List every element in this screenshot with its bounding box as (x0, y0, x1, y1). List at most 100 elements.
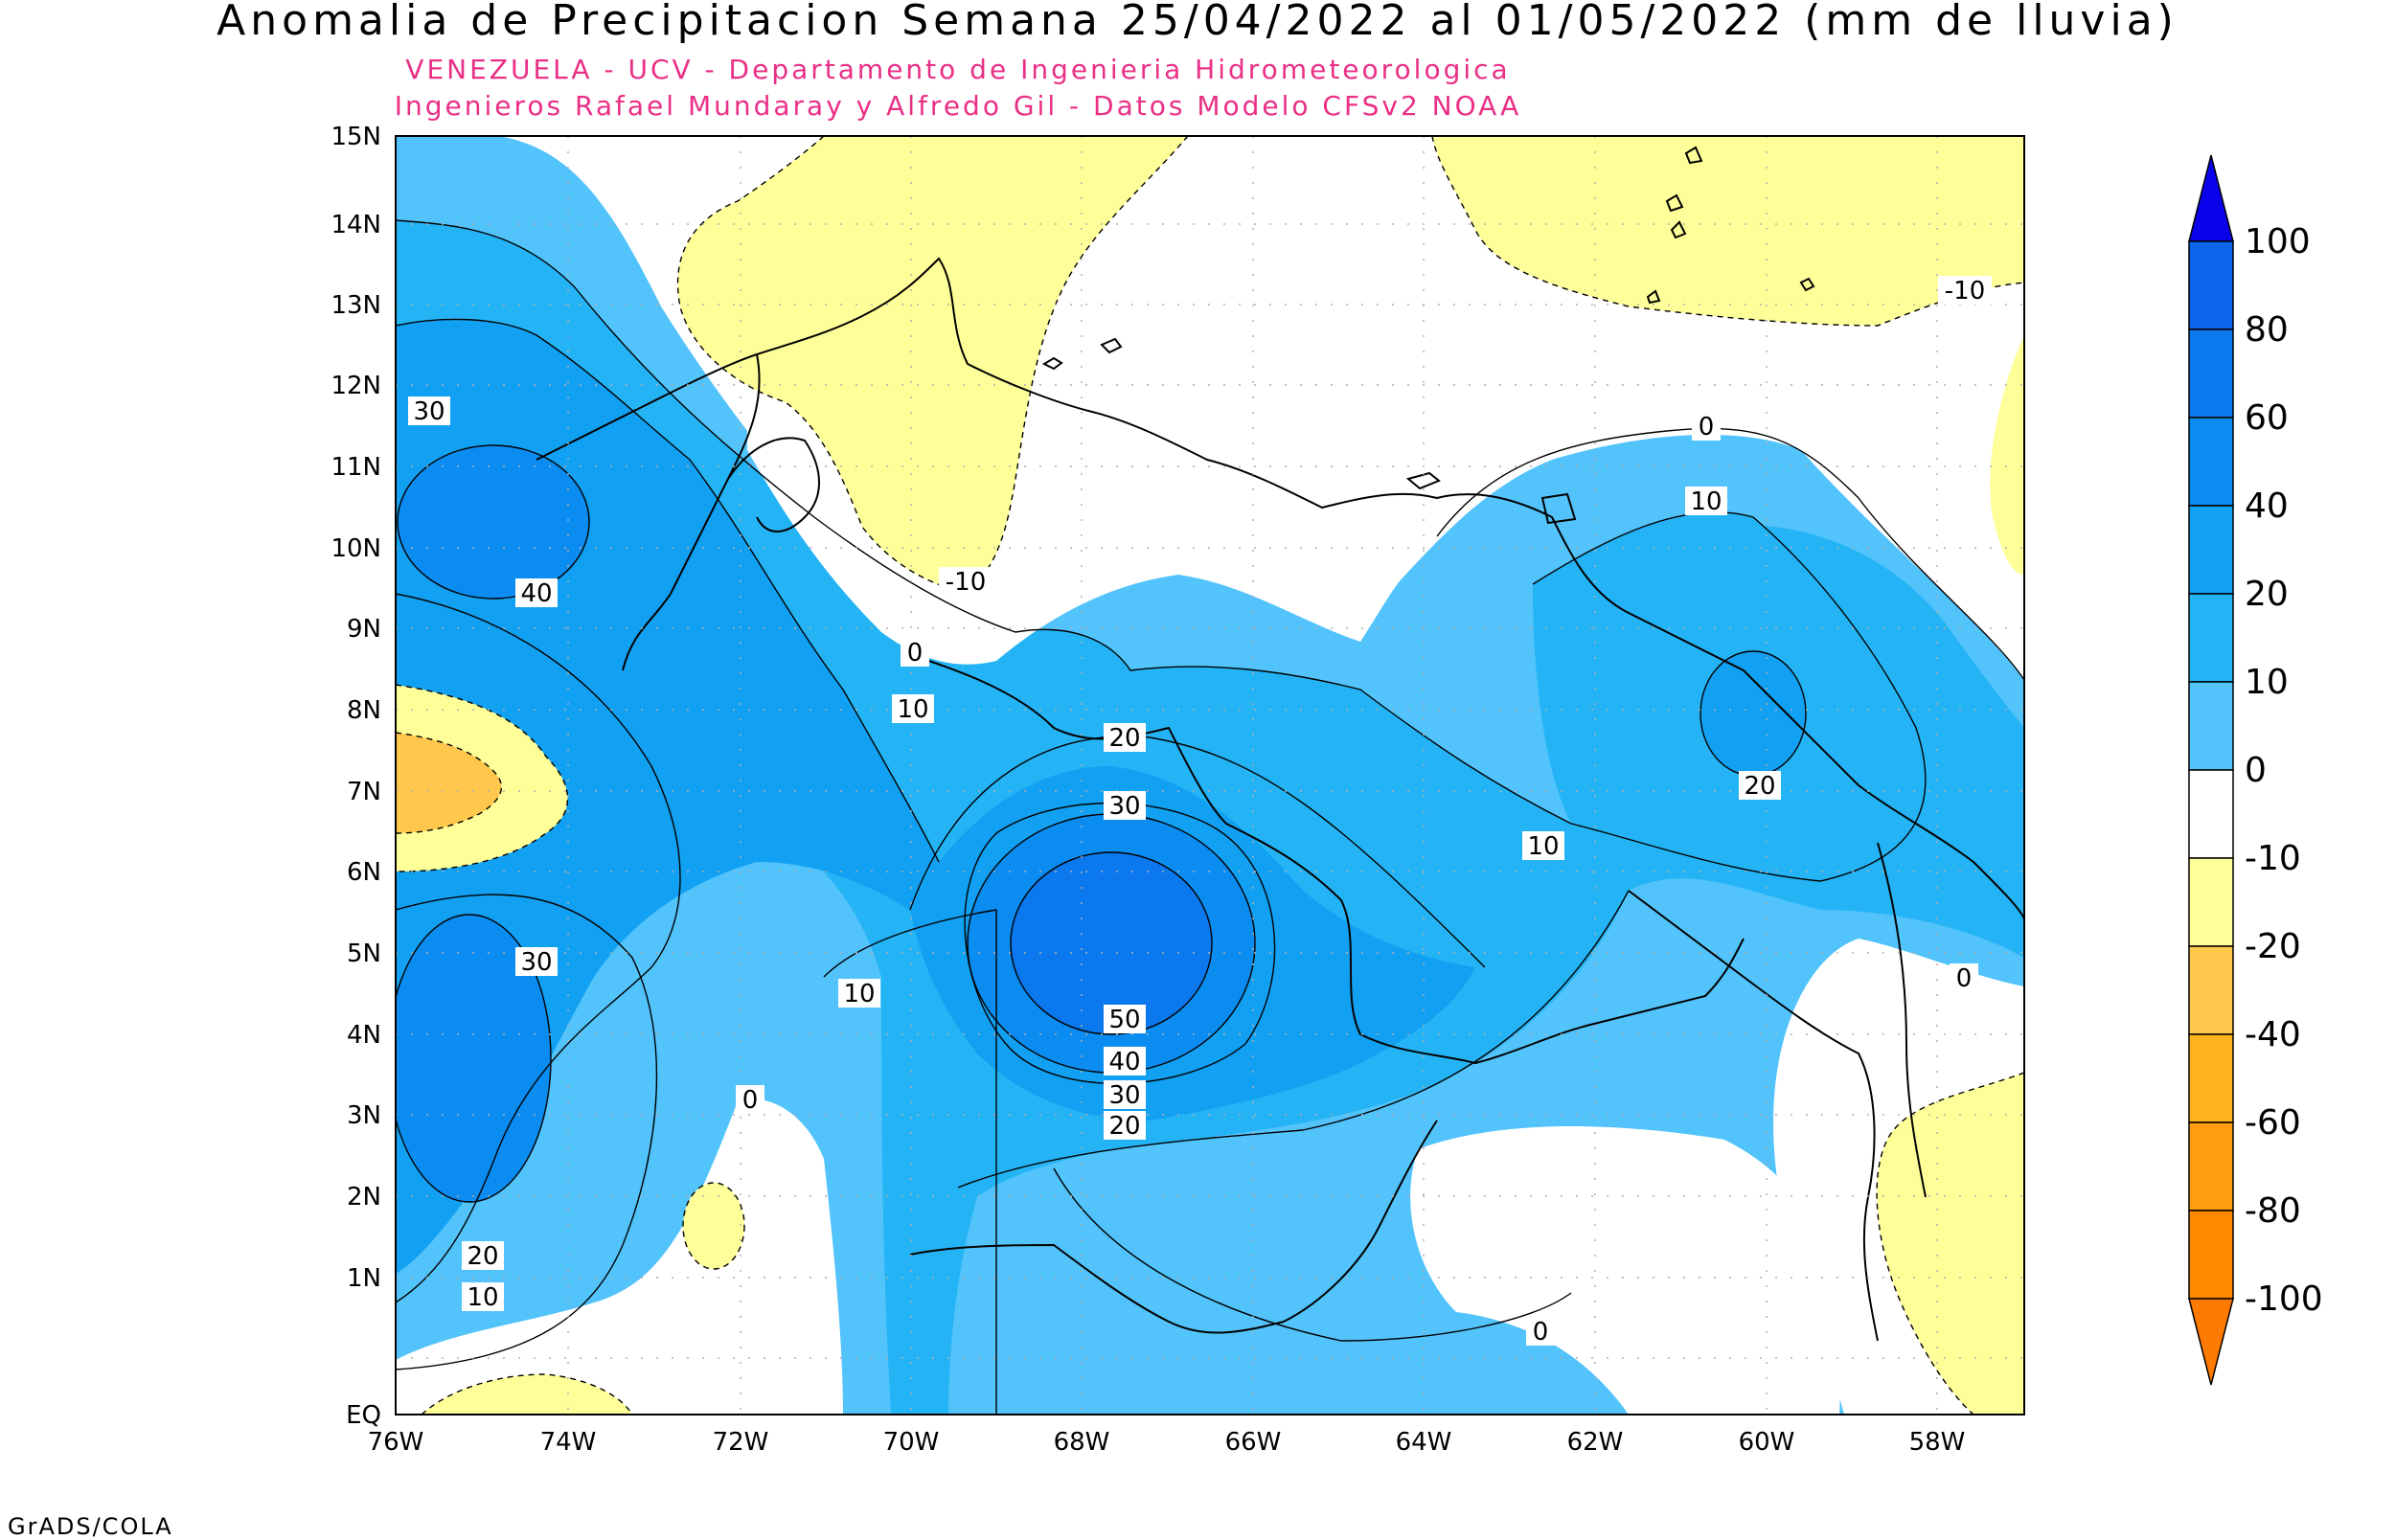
island-aruba (1041, 356, 1063, 371)
contour-label: 20 (1104, 1111, 1146, 1141)
contour-line (396, 593, 681, 1303)
contour-line (823, 909, 997, 1415)
lat-label: 12N (331, 372, 381, 400)
anomaly-lobe-west-north-40 (398, 445, 589, 599)
border-colombia-venezuela (622, 353, 761, 671)
lon-label: 66W (1225, 1428, 1282, 1457)
colorbar-label: -100 (2245, 1280, 2323, 1319)
colorbar-label: -20 (2245, 927, 2301, 966)
svg-text:10: 10 (897, 695, 928, 724)
island-barbados (1799, 277, 1815, 292)
svg-text:40: 40 (520, 579, 552, 608)
anomaly-orange-west-core (396, 733, 502, 833)
colorbar-top-arrow (2188, 154, 2234, 242)
subtitle-line-1: VENEZUELA - UCV - Departamento de Ingeni… (405, 54, 1511, 85)
contour-line (1053, 1167, 1572, 1342)
colorbar-cell (2188, 945, 2234, 1035)
colorbar-label: 10 (2245, 663, 2289, 702)
colorbar-cell (2188, 1210, 2234, 1300)
anomaly-lobe-west-south-30 (396, 915, 551, 1202)
lat-label: 2N (347, 1183, 381, 1212)
contour-line (397, 444, 590, 600)
island-curacao (1100, 337, 1123, 354)
island-trinidad (1540, 492, 1577, 525)
svg-text:30: 30 (520, 948, 552, 977)
contour-label: 0 (1692, 412, 1721, 442)
anomaly-yellow-north (677, 136, 1188, 594)
colorbar-label: -80 (2245, 1191, 2301, 1231)
svg-text:0: 0 (1699, 413, 1715, 442)
contour-line (396, 732, 503, 834)
anomaly-white-pocket-sw (396, 1098, 843, 1415)
contour-label: 50 (1104, 1005, 1146, 1034)
contour-line (682, 1182, 745, 1270)
svg-text:0: 0 (1533, 1318, 1549, 1347)
coast-lake-maracaibo (727, 437, 820, 532)
contour-label: 20 (462, 1241, 504, 1271)
contour-label: 30 (408, 396, 450, 426)
contour-label: 20 (1739, 771, 1781, 801)
map-gridlines (396, 136, 2024, 1415)
svg-text:20: 20 (1108, 1112, 1140, 1141)
contour-label: 10 (838, 979, 880, 1008)
contour-label: 10 (892, 694, 934, 724)
software-credit: GrADS/COLA (8, 1513, 173, 1540)
contour-line (396, 219, 1572, 825)
svg-text:-10: -10 (1945, 277, 1985, 306)
lat-label: 15N (331, 123, 381, 151)
contour-label: 0 (1950, 963, 1978, 993)
contour-label: 40 (1104, 1047, 1146, 1076)
colorbar-cell (2188, 505, 2234, 595)
map-title: Anomalia de Precipitacion Semana 25/04/2… (217, 0, 2178, 45)
contour-label: -10 (939, 567, 992, 597)
anomaly-fields (396, 136, 2024, 1415)
colorbar-cells (2188, 154, 2234, 1386)
svg-text:-10: -10 (946, 568, 986, 597)
lon-label: 74W (540, 1428, 597, 1457)
lat-label: 8N (347, 696, 381, 725)
svg-text:20: 20 (1744, 772, 1775, 801)
svg-text:50: 50 (1108, 1006, 1140, 1034)
svg-text:10: 10 (1690, 487, 1722, 516)
colorbar-cell (2188, 417, 2234, 507)
colorbar-label: -60 (2245, 1103, 2301, 1143)
island-st-lucia (1684, 146, 1703, 165)
island-martinique (1665, 193, 1684, 213)
contour-line (1010, 851, 1213, 1035)
contour-label: 30 (515, 947, 558, 977)
contour-line (396, 894, 658, 1370)
contour-line (396, 914, 552, 1203)
colorbar-label: 20 (2245, 575, 2289, 614)
contour-label: 10 (462, 1282, 504, 1312)
lat-label: 1N (347, 1264, 381, 1293)
svg-text:10: 10 (467, 1283, 498, 1312)
contour-line (396, 684, 569, 872)
anomaly-white-pocket-se (1410, 1126, 1841, 1415)
anomaly-yellow-south-edge (422, 1374, 632, 1415)
contour-label: 0 (1526, 1317, 1555, 1347)
colorbar-label: -10 (2245, 839, 2301, 878)
lat-label: 10N (331, 534, 381, 563)
border-venezuela-south (900, 650, 1745, 1065)
colorbar-cell (2188, 1033, 2234, 1123)
lat-label: 4N (347, 1021, 381, 1050)
contour-value-labels: 30 40 30 20 10 0 10 10 0 -10 20 30 50 40… (408, 276, 1992, 1347)
contour-label: 40 (515, 578, 558, 608)
svg-text:10: 10 (1527, 832, 1559, 861)
contour-label: -10 (1938, 276, 1992, 306)
colorbar-label: -40 (2245, 1015, 2301, 1054)
contour-line (396, 318, 940, 863)
colorbar-label: 80 (2245, 310, 2289, 350)
lat-label: EQ (346, 1401, 381, 1430)
coastline-north (536, 257, 2024, 920)
contour-label: 0 (736, 1085, 764, 1115)
map-frame (395, 135, 2025, 1415)
anomaly-yellow-northeast (1432, 136, 2024, 326)
contour-label: 20 (1104, 723, 1146, 753)
contour-line (1436, 427, 2024, 681)
colorbar-cell (2188, 328, 2234, 419)
svg-text:10: 10 (843, 980, 875, 1008)
